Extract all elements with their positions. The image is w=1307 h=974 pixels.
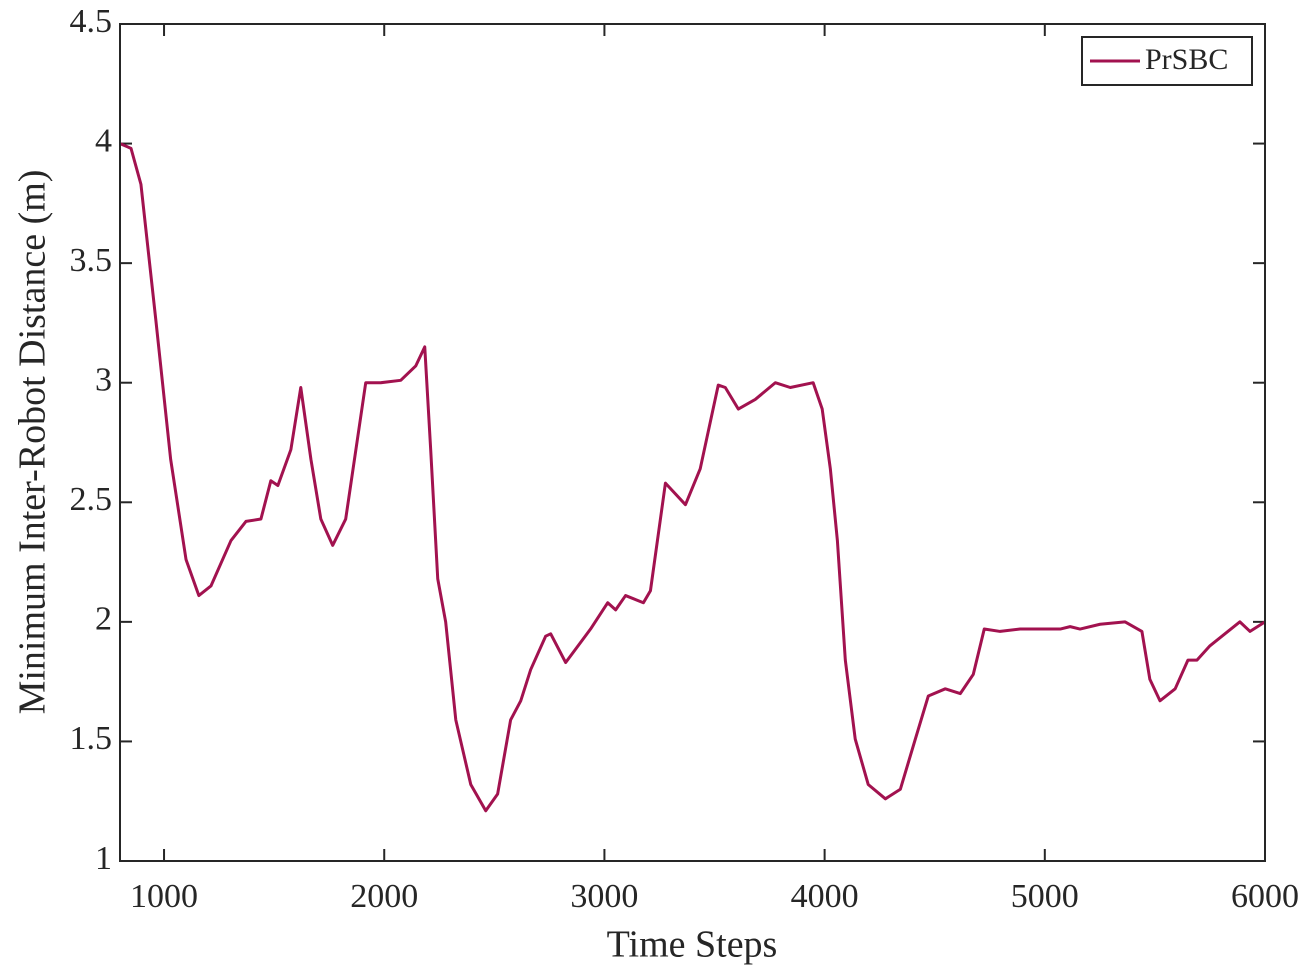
x-tick-label: 4000: [791, 878, 859, 915]
plot-area: [120, 24, 1265, 861]
x-tick-label: 5000: [1011, 878, 1079, 915]
y-tick-label: 1: [95, 840, 112, 877]
x-tick-label: 3000: [570, 878, 638, 915]
y-tick-label: 4.5: [70, 3, 113, 40]
y-tick-label: 1.5: [70, 720, 113, 757]
legend-text: PrSBC: [1145, 43, 1228, 76]
x-tick-label: 6000: [1231, 878, 1299, 915]
y-tick-label: 3: [95, 362, 112, 399]
y-tick-label: 2: [95, 601, 112, 638]
y-tick-label: 2.5: [70, 481, 113, 518]
y-tick-label: 3.5: [70, 242, 113, 279]
y-axis-label: Minimum Inter-Robot Distance (m): [12, 170, 54, 715]
x-tick-label: 2000: [350, 878, 418, 915]
data-line: [119, 142, 1266, 813]
axes-box: [119, 23, 1266, 862]
y-tick-label: 4: [95, 122, 112, 159]
x-axis-label: Time Steps: [607, 924, 778, 966]
x-tick-label: 1000: [130, 878, 198, 915]
